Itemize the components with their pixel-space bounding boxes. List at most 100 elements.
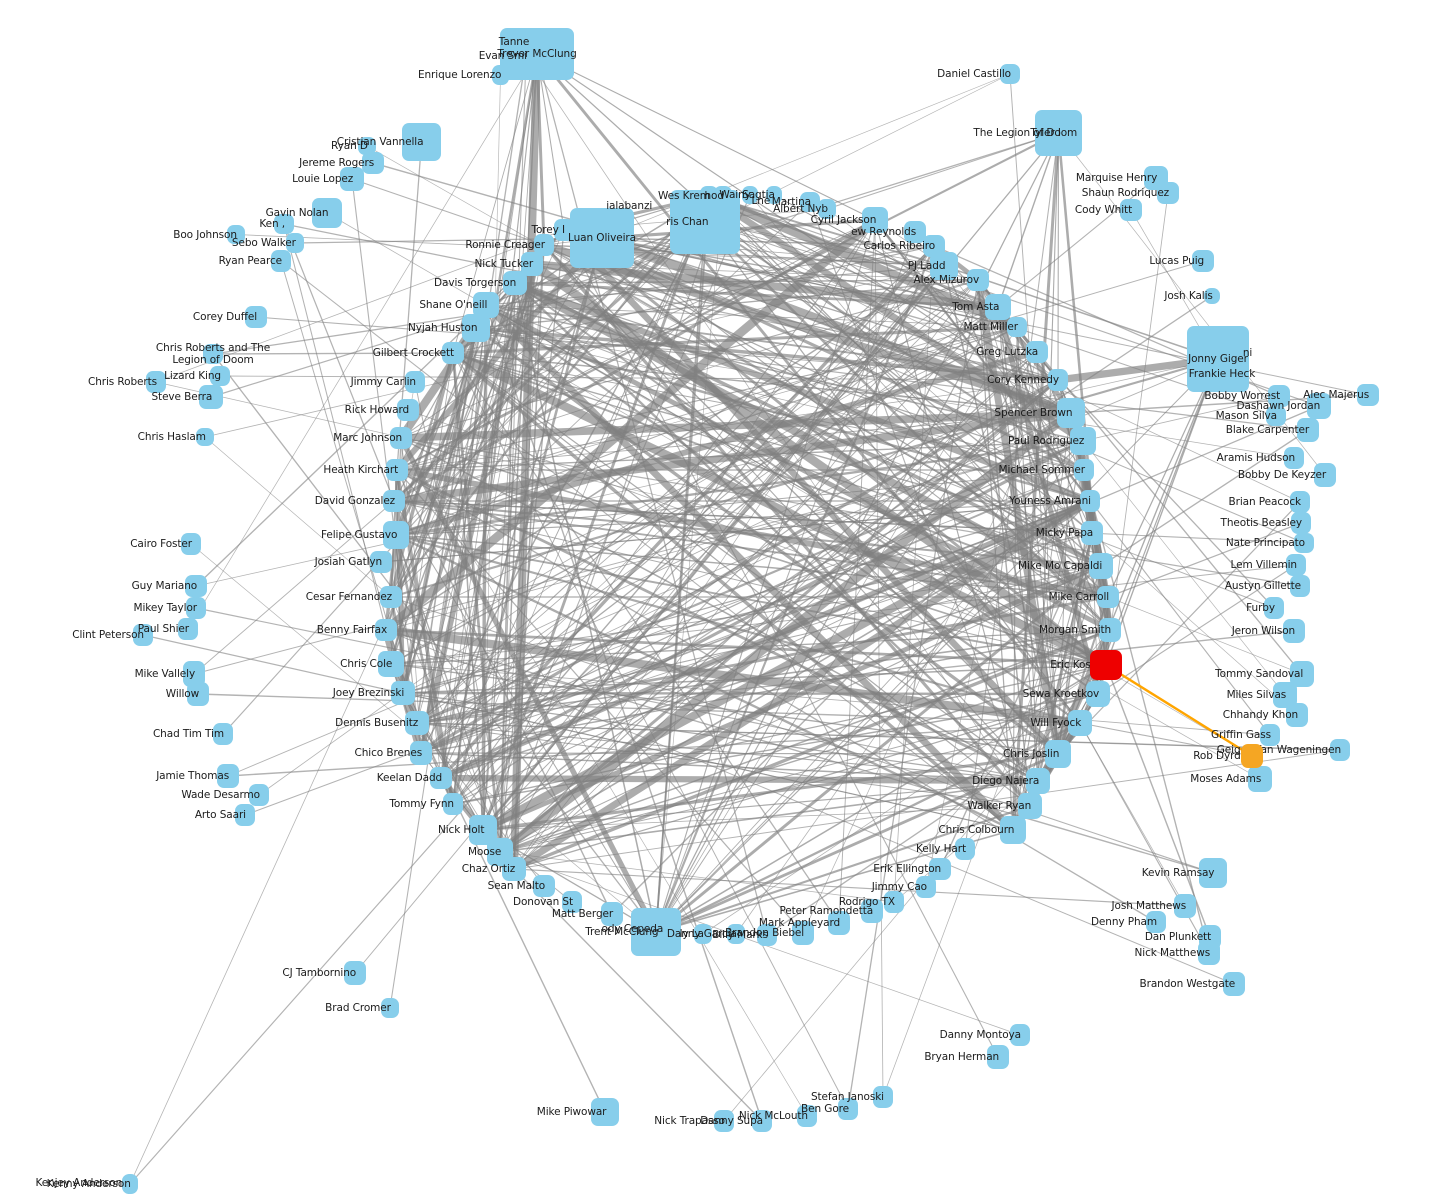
graph-node[interactable] (534, 234, 554, 256)
graph-node[interactable] (1248, 766, 1272, 792)
graph-node[interactable] (1000, 816, 1026, 844)
graph-node[interactable] (370, 551, 392, 573)
graph-node[interactable] (797, 1105, 817, 1127)
graph-node[interactable] (199, 385, 223, 409)
graph-node[interactable] (1090, 650, 1122, 680)
graph-node[interactable] (1187, 326, 1249, 392)
graph-node[interactable] (742, 186, 758, 204)
graph-node[interactable] (340, 167, 364, 191)
graph-node[interactable] (1284, 447, 1304, 469)
graph-node[interactable] (591, 1098, 619, 1126)
graph-node[interactable] (861, 899, 883, 923)
graph-node[interactable] (828, 911, 850, 935)
graph-node[interactable] (1010, 1024, 1030, 1046)
graph-node[interactable] (402, 123, 441, 161)
graph-node[interactable] (757, 924, 777, 946)
graph-node[interactable] (378, 651, 404, 677)
graph-node[interactable] (1026, 768, 1050, 794)
graph-node[interactable] (792, 921, 814, 945)
graph-node[interactable] (133, 624, 153, 646)
graph-node[interactable] (929, 858, 951, 880)
graph-node[interactable] (1070, 427, 1096, 455)
graph-node[interactable] (1283, 619, 1305, 643)
graph-node[interactable] (274, 214, 294, 234)
graph-node[interactable] (1007, 317, 1027, 337)
graph-node[interactable] (178, 618, 198, 640)
graph-node[interactable] (390, 427, 412, 449)
graph-node[interactable] (502, 857, 526, 881)
graph-node[interactable] (213, 723, 233, 745)
graph-node[interactable] (967, 269, 989, 291)
graph-node[interactable] (752, 1110, 772, 1132)
graph-node[interactable] (462, 314, 490, 342)
graph-node[interactable] (570, 208, 634, 268)
graph-node[interactable] (1297, 418, 1319, 442)
graph-node[interactable] (410, 741, 432, 765)
graph-node[interactable] (312, 198, 342, 228)
graph-node[interactable] (386, 459, 408, 481)
graph-node[interactable] (203, 344, 223, 364)
graph-node[interactable] (1204, 288, 1220, 304)
graph-node[interactable] (405, 711, 429, 735)
graph-node[interactable] (187, 682, 209, 706)
graph-node[interactable] (562, 891, 582, 913)
graph-node[interactable] (235, 804, 255, 826)
graph-node[interactable] (1264, 597, 1284, 619)
graph-node[interactable] (1290, 491, 1310, 513)
graph-node[interactable] (800, 192, 820, 212)
graph-node[interactable] (533, 875, 555, 897)
graph-node[interactable] (1057, 398, 1085, 428)
graph-node[interactable] (500, 28, 574, 80)
graph-node[interactable] (1074, 459, 1094, 481)
graph-node[interactable] (955, 838, 975, 860)
graph-node[interactable] (383, 490, 405, 512)
graph-node[interactable] (397, 399, 419, 421)
graph-node[interactable] (196, 428, 214, 446)
graph-node[interactable] (122, 1174, 138, 1194)
graph-node[interactable] (985, 294, 1011, 320)
graph-node[interactable] (1018, 793, 1042, 819)
graph-node[interactable] (492, 65, 509, 85)
graph-node[interactable] (443, 793, 463, 815)
graph-node[interactable] (862, 207, 888, 233)
graph-node[interactable] (884, 891, 904, 913)
graph-node[interactable] (714, 1110, 734, 1132)
graph-node[interactable] (1357, 384, 1379, 406)
graph-node[interactable] (1307, 393, 1331, 419)
graph-node[interactable] (183, 661, 205, 687)
graph-node[interactable] (181, 533, 201, 555)
graph-node[interactable] (1048, 369, 1068, 391)
graph-node[interactable] (1199, 858, 1227, 888)
graph-node[interactable] (1192, 250, 1214, 272)
graph-node[interactable] (1089, 553, 1113, 579)
graph-node[interactable] (694, 924, 712, 944)
graph-node[interactable] (227, 225, 245, 244)
graph-node[interactable] (217, 764, 239, 788)
graph-node[interactable] (838, 1098, 858, 1120)
graph-node[interactable] (380, 586, 402, 608)
graph-node[interactable] (1223, 972, 1245, 996)
graph-node[interactable] (1120, 199, 1142, 221)
graph-node[interactable] (473, 292, 499, 318)
graph-node[interactable] (818, 199, 836, 219)
graph-node[interactable] (554, 219, 574, 241)
graph-node[interactable] (700, 186, 718, 206)
graph-node[interactable] (381, 998, 399, 1018)
graph-node[interactable] (1000, 64, 1020, 84)
graph-node[interactable] (1330, 739, 1350, 761)
graph-node[interactable] (362, 152, 384, 174)
graph-node[interactable] (904, 221, 926, 243)
graph-node[interactable] (430, 767, 452, 789)
graph-node[interactable] (916, 876, 936, 898)
graph-node[interactable] (631, 908, 681, 956)
graph-node[interactable] (1157, 182, 1179, 204)
graph-node[interactable] (210, 366, 230, 386)
graph-node[interactable] (1268, 385, 1290, 407)
graph-node[interactable] (383, 521, 409, 549)
graph-node[interactable] (344, 961, 366, 985)
graph-node[interactable] (727, 924, 745, 944)
graph-node[interactable] (1174, 894, 1196, 918)
graph-node[interactable] (1286, 703, 1308, 727)
graph-node[interactable] (358, 137, 376, 155)
graph-node[interactable] (930, 252, 958, 280)
